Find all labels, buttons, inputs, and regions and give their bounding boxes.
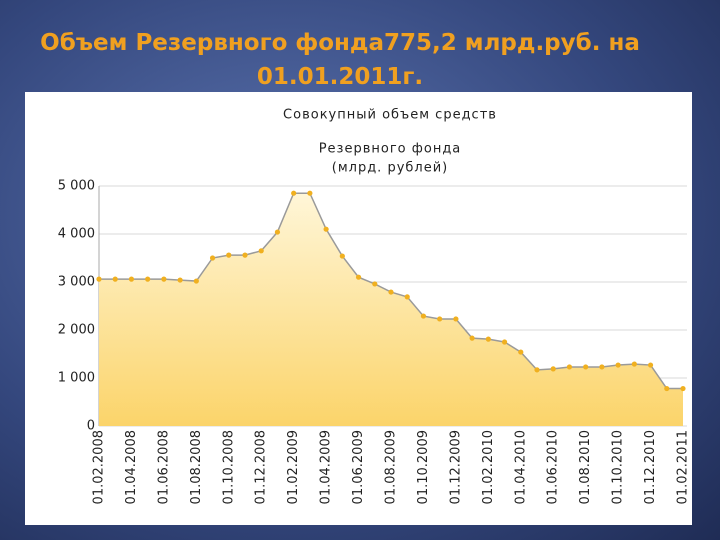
marker [323,226,329,232]
chart-title: Совокупный объем средств [283,108,497,123]
y-tick-label: 1 000 [58,371,95,386]
marker [112,276,118,282]
marker [518,349,524,355]
x-tick-label: 01.04.2010 [513,430,528,504]
x-tick-label: 01.04.2008 [124,430,139,504]
marker [209,255,216,261]
marker [96,276,102,282]
chart-title: Резервного фонда [319,142,462,157]
marker [566,364,573,370]
x-tick-label: 01.12.2009 [448,430,463,504]
x-tick-label: 01.12.2008 [254,430,269,504]
y-tick-label: 3 000 [58,275,95,290]
marker [615,362,621,368]
y-tick-label: 2 000 [58,323,95,338]
marker [404,294,410,300]
marker [177,277,183,283]
marker [550,366,556,372]
marker [647,362,654,368]
marker [501,339,508,345]
marker [420,313,427,319]
marker [258,248,264,254]
x-tick-label: 01.02.2011 [676,430,691,504]
marker [583,364,589,370]
x-tick-label: 01.06.2008 [156,430,171,504]
marker [631,361,637,367]
x-tick-label: 01.08.2010 [578,430,593,504]
x-tick-label: 01.10.2009 [416,430,431,504]
marker [145,276,151,282]
marker [485,336,491,342]
x-tick-label: 01.12.2010 [643,430,658,504]
marker [437,316,443,322]
marker [274,229,281,235]
marker [291,190,297,196]
marker [193,278,199,284]
x-tick-label: 01.10.2010 [611,430,626,504]
x-tick-label: 01.02.2010 [481,430,496,504]
marker [599,364,605,370]
marker [307,190,313,196]
x-tick-label: 01.06.2009 [351,430,366,504]
marker [469,335,475,341]
chart-title: (млрд. рублей) [332,161,448,176]
x-tick-label: 01.10.2008 [221,430,236,504]
x-tick-label: 01.08.2009 [384,430,399,504]
x-tick-label: 01.02.2009 [286,430,301,504]
marker [534,367,540,373]
marker [161,276,167,282]
marker [664,385,670,392]
marker [355,274,362,280]
x-tick-label: 01.04.2009 [319,430,334,504]
area [99,193,683,426]
marker [388,289,394,295]
y-tick-label: 0 [87,419,95,434]
marker [680,385,686,392]
x-tick-label: 01.08.2008 [189,430,204,504]
marker [128,276,135,282]
slide-title: Объем Резервного фонда775,2 млрд.руб. на… [40,30,640,90]
marker [226,252,232,258]
x-tick-label: 01.06.2010 [546,430,561,504]
marker [453,316,459,322]
marker [242,252,248,258]
marker [372,281,378,287]
y-tick-label: 4 000 [58,227,95,242]
y-tick-label: 5 000 [58,179,95,194]
marker [339,253,345,259]
x-tick-label: 01.02.2008 [92,430,107,504]
